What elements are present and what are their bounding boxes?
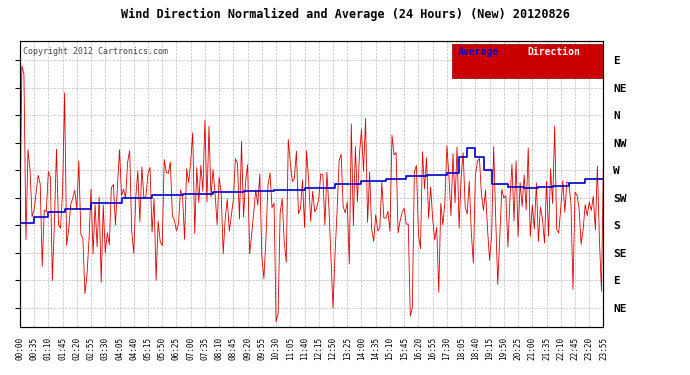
Text: Copyright 2012 Cartronics.com: Copyright 2012 Cartronics.com [23,47,168,56]
Text: Wind Direction Normalized and Average (24 Hours) (New) 20120826: Wind Direction Normalized and Average (2… [121,8,569,21]
Text: Direction: Direction [528,47,580,57]
Bar [452,44,604,78]
Text: Average: Average [457,47,499,57]
